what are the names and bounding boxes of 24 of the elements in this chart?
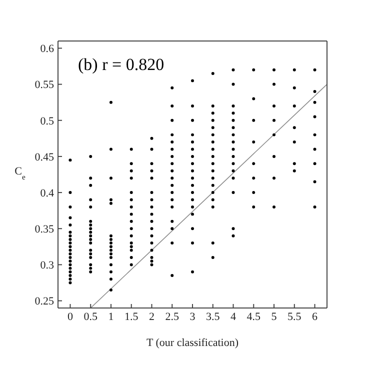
x-tick-label: 1: [108, 310, 114, 323]
x-axis-title: T (our classification): [146, 337, 239, 349]
y-tick-label: 0.4: [40, 187, 54, 200]
y-axis-title: C$_{e}$: [14, 166, 26, 181]
x-tick-label: 5: [271, 310, 278, 323]
x-tick-label: 0.5: [84, 310, 98, 323]
annotation: (b) r = 0.820: [78, 55, 164, 74]
x-tick-label: 0: [67, 310, 74, 323]
x-tick-label: 6: [312, 310, 318, 323]
y-tick-label: 0.55: [34, 79, 54, 92]
x-tick-label: 2: [148, 310, 154, 323]
x-tick-label: 4.5: [246, 310, 262, 323]
y-tick-label: 0.35: [34, 224, 54, 236]
x-tick-label: 2.5: [165, 310, 180, 323]
x-tick-label: 4: [230, 310, 237, 323]
x-tick-label: 5.5: [288, 310, 302, 323]
x-tick-label: 1.5: [124, 310, 139, 323]
y-tick-label: 0.45: [34, 151, 54, 164]
y-tick-label: 0.6: [40, 43, 54, 56]
y-tick-label: 0.3: [40, 260, 54, 272]
x-tick-label: 3.5: [206, 310, 220, 323]
x-tick-label: 3: [190, 310, 196, 323]
y-tick-label: 0.25: [34, 296, 54, 308]
y-tick-label: 0.5: [40, 115, 54, 128]
